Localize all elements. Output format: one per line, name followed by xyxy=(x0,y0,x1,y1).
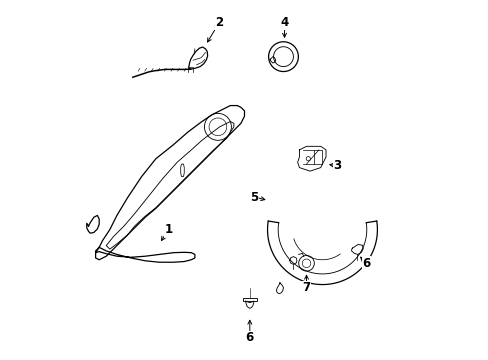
Text: 7: 7 xyxy=(302,281,310,294)
Text: 1: 1 xyxy=(164,223,172,236)
Text: 6: 6 xyxy=(362,257,370,270)
Text: 5: 5 xyxy=(250,190,258,203)
Text: 2: 2 xyxy=(215,17,223,30)
Text: 6: 6 xyxy=(245,331,253,344)
Text: 3: 3 xyxy=(333,159,341,172)
Text: 4: 4 xyxy=(280,17,288,30)
